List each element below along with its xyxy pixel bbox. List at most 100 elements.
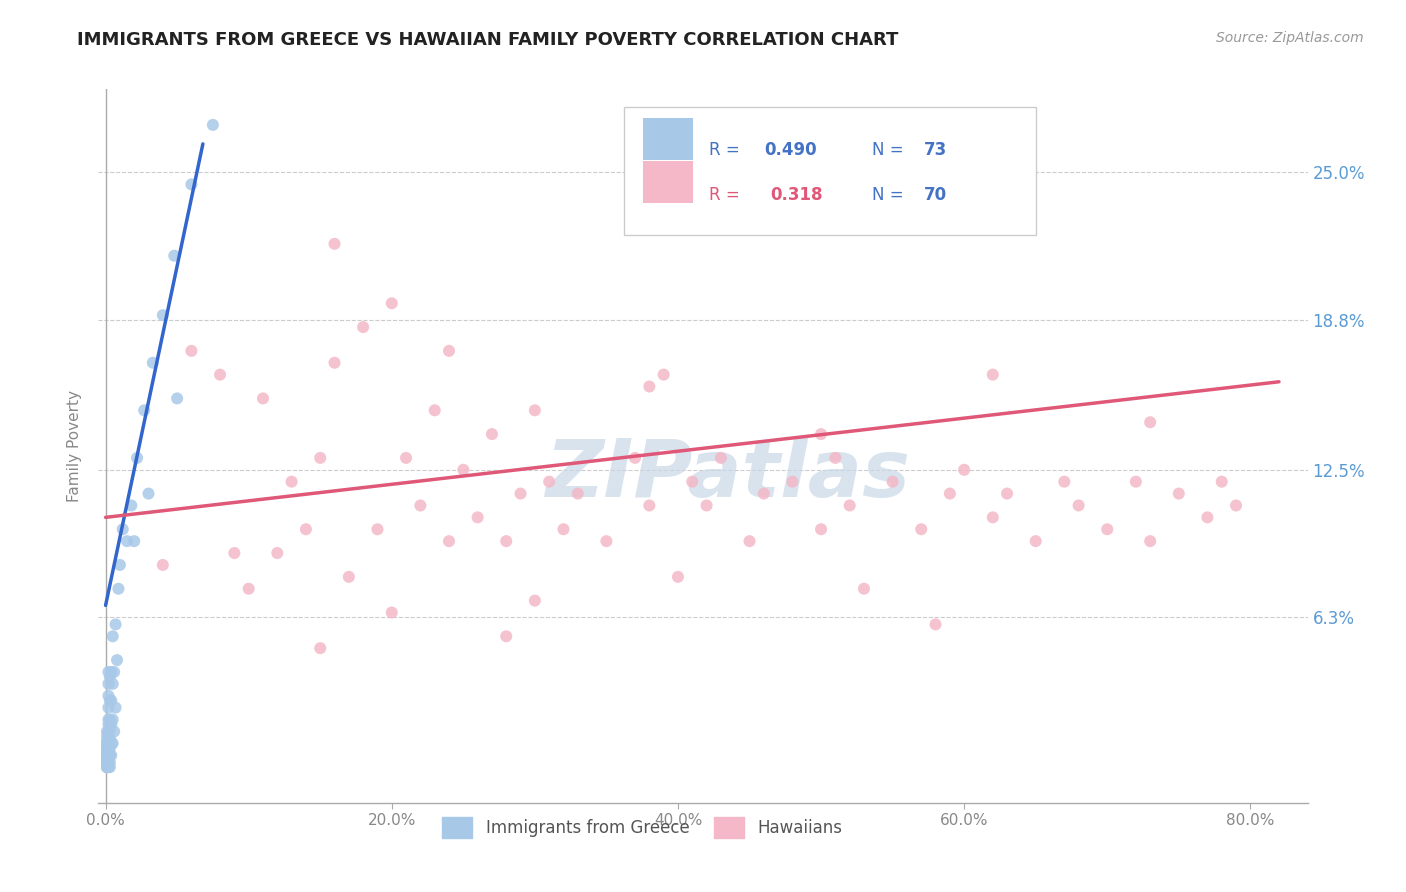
Point — [495, 629, 517, 643]
Point — [100, 693, 122, 707]
Point — [681, 475, 703, 489]
Point — [96, 757, 118, 772]
Y-axis label: Family Poverty: Family Poverty — [67, 390, 83, 502]
Point — [97, 689, 120, 703]
Point — [96, 729, 118, 743]
Point — [696, 499, 718, 513]
Point — [96, 760, 118, 774]
Text: R =: R = — [709, 141, 745, 159]
Point — [97, 736, 120, 750]
Point — [1167, 486, 1189, 500]
Point — [97, 717, 120, 731]
Point — [782, 475, 804, 489]
Point — [96, 753, 118, 767]
Point — [567, 486, 589, 500]
Point — [138, 486, 160, 500]
Point — [981, 368, 1004, 382]
Point — [395, 450, 418, 465]
Point — [595, 534, 617, 549]
Point — [104, 700, 127, 714]
Text: 0.490: 0.490 — [765, 141, 817, 159]
Point — [1197, 510, 1219, 524]
Point — [98, 731, 121, 746]
Point — [103, 724, 125, 739]
Point — [97, 713, 120, 727]
FancyBboxPatch shape — [643, 161, 693, 203]
Point — [266, 546, 288, 560]
Point — [104, 617, 127, 632]
Point — [107, 582, 129, 596]
Point — [101, 713, 124, 727]
Point — [910, 522, 932, 536]
Point — [101, 629, 124, 643]
Point — [180, 178, 202, 192]
Point — [366, 522, 388, 536]
Point — [96, 760, 118, 774]
Point — [96, 739, 118, 753]
Point — [1025, 534, 1047, 549]
Point — [924, 617, 946, 632]
Point — [752, 486, 775, 500]
Point — [538, 475, 561, 489]
Point — [96, 743, 118, 757]
Point — [810, 522, 832, 536]
Point — [882, 475, 904, 489]
Point — [481, 427, 503, 442]
Point — [509, 486, 531, 500]
FancyBboxPatch shape — [624, 107, 1035, 235]
Point — [1097, 522, 1119, 536]
Point — [1053, 475, 1076, 489]
Point — [939, 486, 962, 500]
Text: IMMIGRANTS FROM GREECE VS HAWAIIAN FAMILY POVERTY CORRELATION CHART: IMMIGRANTS FROM GREECE VS HAWAIIAN FAMIL… — [77, 31, 898, 49]
Point — [252, 392, 274, 406]
Point — [495, 534, 517, 549]
Point — [467, 510, 489, 524]
Point — [96, 736, 118, 750]
Point — [96, 760, 118, 774]
Point — [852, 582, 875, 596]
Point — [453, 463, 475, 477]
Point — [981, 510, 1004, 524]
Point — [96, 741, 118, 756]
Point — [666, 570, 689, 584]
Point — [142, 356, 165, 370]
Point — [1067, 499, 1090, 513]
Text: ZIPatlas: ZIPatlas — [544, 435, 910, 514]
Point — [323, 236, 346, 251]
Point — [638, 379, 661, 393]
Point — [738, 534, 761, 549]
Point — [381, 606, 404, 620]
Point — [96, 724, 118, 739]
Point — [105, 653, 128, 667]
Point — [201, 118, 224, 132]
Point — [1225, 499, 1247, 513]
Point — [553, 522, 575, 536]
Point — [280, 475, 302, 489]
Point — [97, 746, 120, 760]
Legend: Immigrants from Greece, Hawaiians: Immigrants from Greece, Hawaiians — [436, 811, 849, 845]
Point — [152, 308, 174, 322]
Point — [100, 736, 122, 750]
Point — [381, 296, 404, 310]
Point — [97, 677, 120, 691]
Point — [652, 368, 675, 382]
Point — [98, 670, 121, 684]
Point — [295, 522, 318, 536]
Point — [409, 499, 432, 513]
Point — [238, 582, 260, 596]
Point — [97, 756, 120, 770]
Point — [523, 593, 546, 607]
Point — [98, 722, 121, 736]
Point — [100, 748, 122, 763]
Point — [96, 750, 118, 764]
Point — [96, 756, 118, 770]
Text: N =: N = — [872, 141, 910, 159]
Point — [163, 249, 186, 263]
Point — [995, 486, 1018, 500]
Point — [98, 748, 121, 763]
Point — [423, 403, 446, 417]
Point — [352, 320, 374, 334]
Point — [98, 756, 121, 770]
Point — [209, 368, 232, 382]
Point — [111, 522, 134, 536]
